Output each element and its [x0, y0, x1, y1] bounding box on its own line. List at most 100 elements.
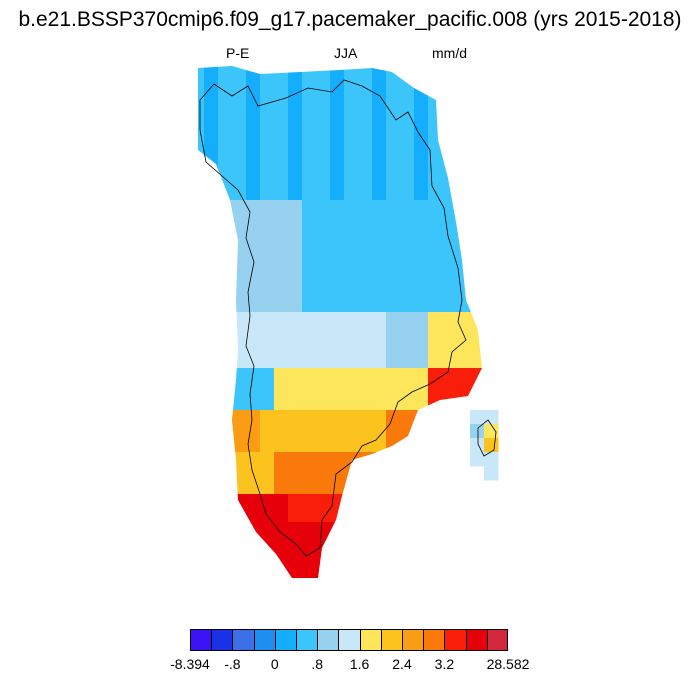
grid-cell	[260, 298, 275, 313]
grid-cell	[274, 270, 289, 285]
island-cell	[470, 424, 485, 439]
grid-cell	[288, 550, 303, 565]
grid-cell	[442, 564, 457, 578]
grid-cell	[470, 396, 482, 411]
grid-cell	[414, 158, 429, 173]
grid-cell	[232, 410, 247, 425]
grid-cell	[386, 102, 401, 117]
grid-cell	[400, 438, 415, 453]
grid-cell	[302, 172, 317, 187]
grid-cell	[344, 340, 359, 355]
grid-cell	[372, 536, 387, 551]
grid-cell	[470, 494, 482, 509]
grid-cell	[470, 144, 482, 159]
grid-cell	[288, 144, 303, 159]
grid-cell	[302, 256, 317, 271]
grid-cell	[358, 312, 373, 327]
grid-cell	[372, 564, 387, 578]
grid-cell	[386, 480, 401, 495]
grid-cell	[386, 396, 401, 411]
grid-cell	[456, 452, 471, 467]
grid-cell	[428, 340, 443, 355]
grid-cell	[358, 214, 373, 229]
grid-cell	[288, 88, 303, 103]
grid-cell	[316, 550, 331, 565]
colorbar-box	[359, 629, 382, 651]
grid-cell	[260, 130, 275, 145]
grid-cell	[204, 480, 219, 495]
grid-cell	[386, 242, 401, 257]
grid-cell	[344, 284, 359, 299]
grid-cell	[246, 550, 261, 565]
grid-cell	[316, 536, 331, 551]
grid-cell	[232, 88, 247, 103]
grid-cell	[232, 354, 247, 369]
grid-cell	[442, 102, 457, 117]
grid-cell	[414, 424, 429, 439]
grid-cell	[414, 550, 429, 565]
grid-cell	[218, 396, 233, 411]
grid-cell	[316, 88, 331, 103]
grid-cell	[246, 410, 261, 425]
grid-cell	[372, 298, 387, 313]
grid-cell	[246, 452, 261, 467]
grid-cell	[218, 354, 233, 369]
grid-cell	[330, 256, 345, 271]
units-label: mm/d	[432, 45, 467, 61]
grid-cell	[484, 536, 499, 551]
grid-cell	[428, 466, 443, 481]
grid-cell	[274, 172, 289, 187]
grid-cell	[442, 88, 457, 103]
grid-cell	[246, 354, 261, 369]
grid-cell	[302, 116, 317, 131]
grid-cell	[198, 354, 205, 369]
grid-cell	[246, 158, 261, 173]
grid-cell	[302, 214, 317, 229]
grid-cell	[400, 172, 415, 187]
grid-cell	[400, 186, 415, 201]
grid-cell	[218, 130, 233, 145]
grid-cell	[414, 536, 429, 551]
grid-cell	[344, 508, 359, 523]
grid-cell	[456, 130, 471, 145]
grid-cell	[470, 214, 482, 229]
grid-cell	[232, 340, 247, 355]
grid-cell	[484, 578, 499, 593]
grid-cell	[198, 200, 205, 215]
grid-cell	[344, 480, 359, 495]
grid-cell	[302, 66, 317, 75]
grid-cell	[218, 312, 233, 327]
grid-cell	[232, 536, 247, 551]
grid-cell	[442, 368, 457, 383]
grid-cell	[246, 270, 261, 285]
grid-cell	[302, 298, 317, 313]
grid-cell	[442, 116, 457, 131]
grid-cell	[442, 438, 457, 453]
grid-cell	[260, 214, 275, 229]
grid-cell	[414, 102, 429, 117]
grid-cell	[414, 578, 429, 593]
grid-cell	[484, 88, 499, 103]
grid-cell	[288, 424, 303, 439]
colorbar-tick-label: .8	[311, 656, 324, 672]
grid-cell	[456, 116, 471, 131]
grid-cell	[428, 396, 443, 411]
colorbar-box	[296, 629, 318, 651]
grid-cell	[470, 270, 482, 285]
grid-cell	[198, 466, 205, 481]
grid-cell	[344, 256, 359, 271]
grid-cell	[246, 186, 261, 201]
grid-cell	[302, 354, 317, 369]
grid-cell	[316, 508, 331, 523]
grid-cell	[414, 74, 429, 89]
grid-cell	[456, 410, 471, 425]
grid-cell	[372, 116, 387, 131]
grid-cell	[456, 74, 471, 89]
grid-cell	[260, 522, 275, 537]
grid-cell	[358, 256, 373, 271]
grid-cell	[232, 382, 247, 397]
grid-cell	[218, 466, 233, 481]
grid-cell	[400, 144, 415, 159]
grid-cell	[260, 284, 275, 299]
grid-cell	[456, 494, 471, 509]
